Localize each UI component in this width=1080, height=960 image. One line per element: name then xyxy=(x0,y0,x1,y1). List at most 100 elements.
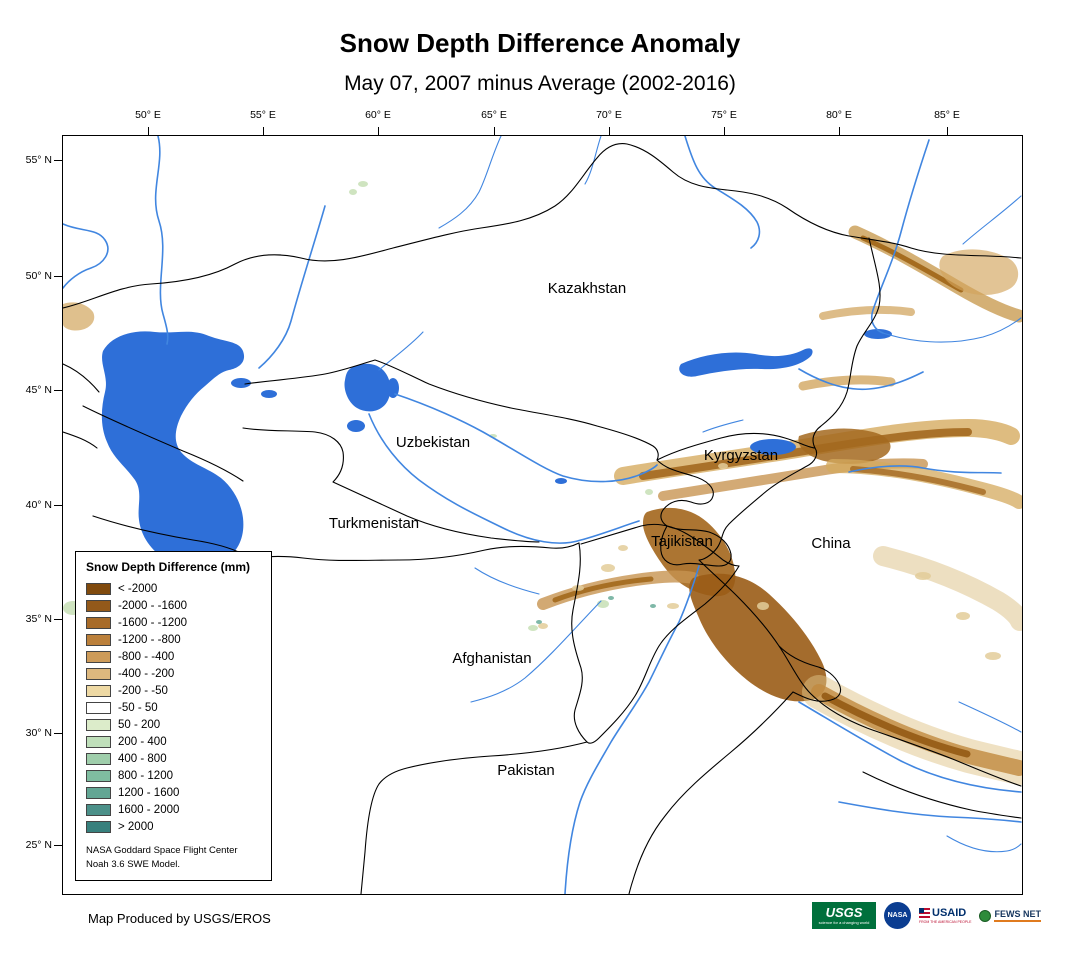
river-tsangpo xyxy=(838,801,1022,823)
lake-balkhash xyxy=(679,348,813,377)
river-irtysh-branch xyxy=(882,317,1022,343)
legend-swatch xyxy=(86,667,111,680)
country-label-tajikistan: Tajikistan xyxy=(651,533,713,550)
fewsnet-label: FEWS NET xyxy=(994,909,1041,922)
page-title: Snow Depth Difference Anomaly xyxy=(339,28,741,58)
border-kyrgyzstan-kazakhstan xyxy=(656,433,816,461)
legend-swatch xyxy=(86,786,111,799)
lake-zaysan xyxy=(864,329,892,339)
border-caucasus-1 xyxy=(63,363,100,393)
x-tick-label: 65° E xyxy=(481,109,507,121)
country-label-uzbekistan: Uzbekistan xyxy=(396,434,470,451)
fewsnet-globe-icon xyxy=(979,909,992,922)
border-caspian-maritime-1 xyxy=(82,405,244,482)
river-irtysh xyxy=(684,136,761,249)
river-ural xyxy=(154,136,169,345)
y-tick-label: 40° N xyxy=(25,499,52,511)
border-fergana xyxy=(656,459,714,527)
x-tick-mark xyxy=(609,127,610,135)
aral-sea xyxy=(344,363,391,412)
legend-entry: > 2000 xyxy=(86,818,261,835)
legend-entries: < -2000 -2000 - -1600 -1600 - -1200 -1200 -… xyxy=(86,580,261,835)
legend-entry: 50 - 200 xyxy=(86,716,261,733)
issyk-kul xyxy=(750,439,796,455)
x-tick-mark xyxy=(839,127,840,135)
legend-entry: 800 - 1200 xyxy=(86,767,261,784)
legend-entry: -1200 - -800 xyxy=(86,631,261,648)
legend-swatch xyxy=(86,582,111,595)
y-tick-mark xyxy=(54,390,62,391)
legend-note-line1: NASA Goddard Space Flight Center xyxy=(86,845,238,856)
legend-entry: 200 - 400 xyxy=(86,733,261,750)
anomaly-speckles-tan xyxy=(538,463,1001,660)
country-label-pakistan: Pakistan xyxy=(497,762,555,779)
river-emba xyxy=(258,205,326,369)
border-turkmenistan-uzbekistan xyxy=(242,427,540,543)
rivers xyxy=(63,136,1022,894)
river-sutlej-ganges xyxy=(798,701,1022,793)
water-bodies xyxy=(101,329,892,568)
legend-entry: -2000 - -1600 xyxy=(86,597,261,614)
x-tick-label: 75° E xyxy=(711,109,737,121)
legend-label: -200 - -50 xyxy=(118,684,168,697)
border-russia-kazakhstan xyxy=(63,143,1022,309)
y-tick-label: 35° N xyxy=(25,613,52,625)
legend-note: NASA Goddard Space Flight Center Noah 3.… xyxy=(86,844,261,872)
x-tick-mark xyxy=(148,127,149,135)
logo-usgs: USGS science for a changing world xyxy=(812,902,876,929)
legend: Snow Depth Difference (mm) < -2000 -2000 … xyxy=(75,551,272,881)
legend-swatch xyxy=(86,803,111,816)
border-kazakhstan-uzbekistan xyxy=(244,359,659,461)
kara-bogaz-gol xyxy=(231,378,251,388)
x-tick-label: 50° E xyxy=(135,109,161,121)
river-tobol xyxy=(438,136,502,229)
legend-label: -1200 - -800 xyxy=(118,633,181,646)
map-canvas: Kazakhstan Uzbekistan Turkmenistan Kyrgy… xyxy=(63,136,1022,894)
river-chu xyxy=(702,419,744,433)
legend-label: 200 - 400 xyxy=(118,735,167,748)
x-tick-mark xyxy=(724,127,725,135)
legend-entry: 1600 - 2000 xyxy=(86,801,261,818)
country-borders xyxy=(63,143,1022,894)
anomaly-caucasus xyxy=(63,302,95,331)
legend-entry: -800 - -400 xyxy=(86,648,261,665)
legend-swatch xyxy=(86,752,111,765)
y-tick-mark xyxy=(54,160,62,161)
legend-swatch xyxy=(86,701,111,714)
border-tajikistan xyxy=(660,525,732,567)
x-tick-label: 60° E xyxy=(365,109,391,121)
y-tick-mark xyxy=(54,733,62,734)
legend-swatch xyxy=(86,599,111,612)
y-tick-label: 30° N xyxy=(25,727,52,739)
river-ne-corner xyxy=(962,195,1022,245)
map-credit: Map Produced by USGS/EROS xyxy=(88,911,271,926)
country-label-afghanistan: Afghanistan xyxy=(452,650,531,667)
legend-note-line2: Noah 3.6 SWE Model. xyxy=(86,858,180,870)
caspian-sea xyxy=(101,331,245,568)
border-china-west xyxy=(698,237,1022,787)
river-amu-darya xyxy=(368,413,640,544)
legend-title: Snow Depth Difference (mm) xyxy=(86,560,251,574)
river-harirud xyxy=(474,567,540,595)
anomaly-issykkul-range xyxy=(798,428,891,464)
legend-label: < -2000 xyxy=(118,582,158,595)
river-syr-darya xyxy=(394,393,658,483)
usaid-label: USAID xyxy=(932,906,967,919)
legend-label: -1600 - -1200 xyxy=(118,616,188,629)
legend-swatch xyxy=(86,633,111,646)
legend-entry: -400 - -200 xyxy=(86,665,261,682)
y-tick-label: 55° N xyxy=(25,154,52,166)
nasa-label: NASA xyxy=(887,912,908,919)
legend-swatch xyxy=(86,820,111,833)
country-labels: Kazakhstan Uzbekistan Turkmenistan Kyrgy… xyxy=(329,280,851,779)
x-tick-mark xyxy=(263,127,264,135)
legend-label: > 2000 xyxy=(118,820,154,833)
y-tick-label: 25° N xyxy=(25,839,52,851)
border-iran-afghanistan xyxy=(571,542,588,743)
country-label-kyrgyzstan: Kyrgyzstan xyxy=(704,447,778,464)
river-se-squiggle xyxy=(946,835,1022,853)
x-tick-mark xyxy=(494,127,495,135)
river-indus xyxy=(564,565,700,894)
border-afghanistan-north xyxy=(580,523,740,567)
logo-fewsnet: FEWS NET xyxy=(979,902,1041,929)
